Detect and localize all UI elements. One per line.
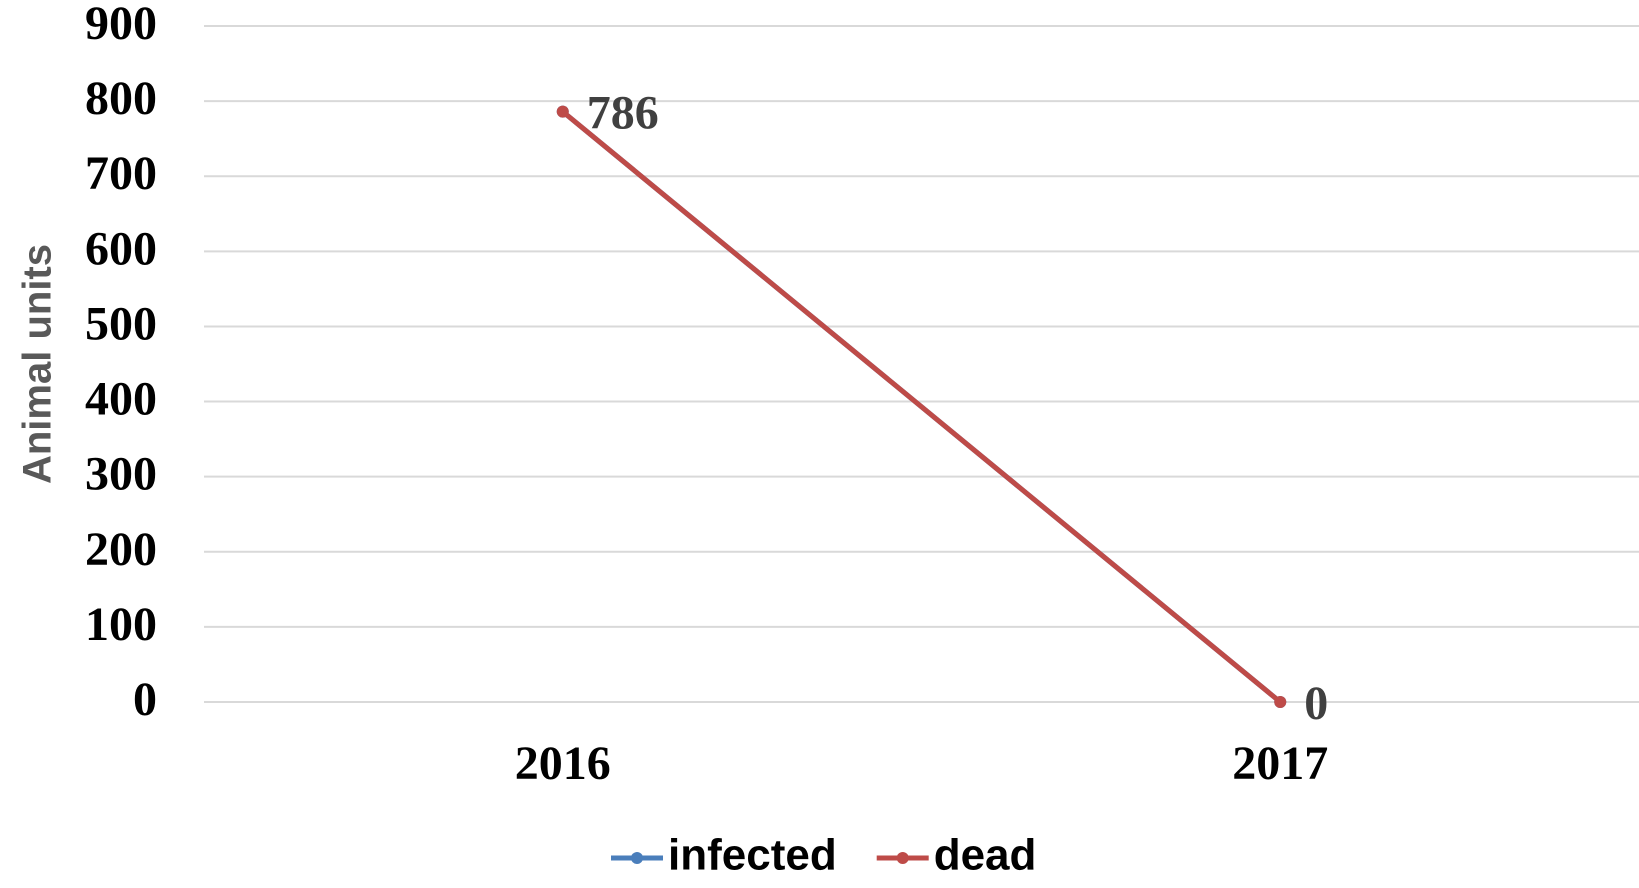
y-tick-label: 700: [85, 147, 157, 200]
series-line: [561, 109, 1282, 704]
x-tick-label: 2016: [515, 737, 611, 790]
y-tick-label: 500: [85, 297, 157, 350]
point: [1274, 696, 1287, 708]
data-label: 0: [1304, 677, 1328, 730]
legend-label: dead: [934, 831, 1037, 880]
y-tick-label: 200: [85, 523, 157, 576]
y-tick-label: 600: [85, 222, 157, 275]
data-label: 786: [587, 87, 659, 140]
legend-marker: [631, 852, 643, 864]
y-axis-label: Animal units: [16, 244, 60, 484]
y-tick-label: 300: [85, 448, 157, 501]
y-tick-label: 100: [85, 598, 157, 651]
legend-marker: [896, 852, 909, 864]
y-tick-label: 900: [85, 0, 157, 50]
x-tick-label: 2017: [1232, 737, 1328, 790]
legend-label: infected: [668, 831, 837, 880]
y-tick-label: 0: [133, 673, 157, 726]
point: [556, 105, 569, 118]
y-tick-label: 400: [85, 373, 157, 426]
y-tick-label: 800: [85, 72, 157, 125]
